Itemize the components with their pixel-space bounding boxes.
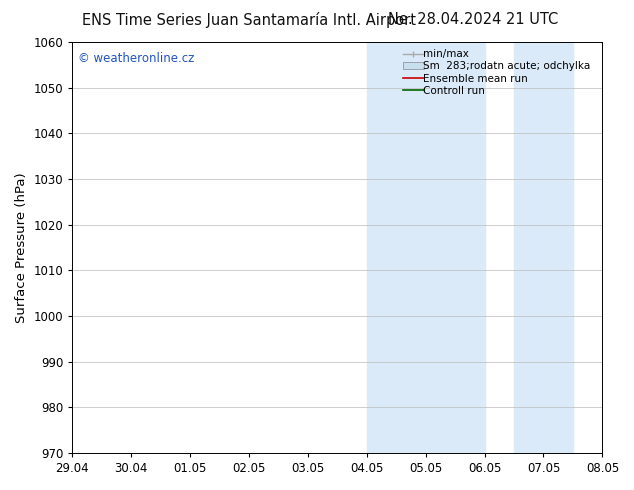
Text: © weatheronline.cz: © weatheronline.cz xyxy=(77,52,194,65)
Bar xyxy=(514,42,573,453)
Text: ENS Time Series Juan Santamaría Intl. Airport: ENS Time Series Juan Santamaría Intl. Ai… xyxy=(82,12,417,28)
Bar xyxy=(367,42,484,453)
Y-axis label: Surface Pressure (hPa): Surface Pressure (hPa) xyxy=(15,172,28,323)
Legend: min/max, Sm  283;rodatn acute; odchylka, Ensemble mean run, Controll run: min/max, Sm 283;rodatn acute; odchylka, … xyxy=(399,45,599,100)
Text: Ne. 28.04.2024 21 UTC: Ne. 28.04.2024 21 UTC xyxy=(387,12,558,27)
